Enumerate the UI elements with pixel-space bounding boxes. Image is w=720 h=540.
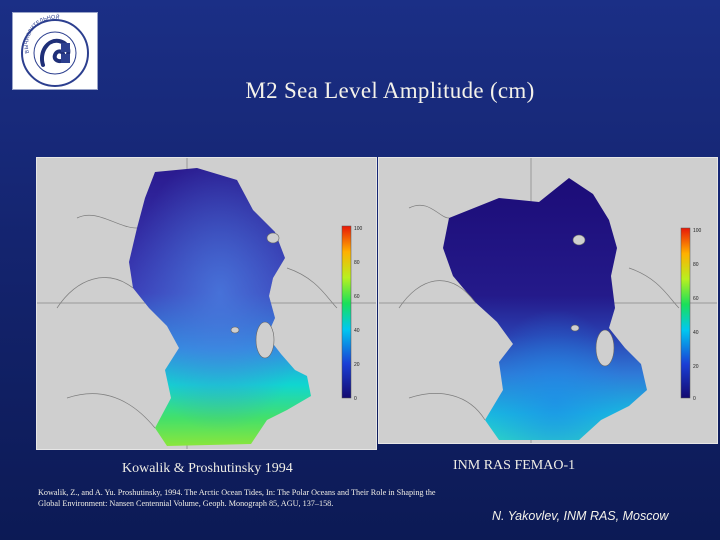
map-panel-left: 100 80 60 40 20 0 — [36, 157, 377, 450]
map-caption-left: Kowalik & Proshutinsky 1994 — [122, 461, 293, 476]
colorbar-tick: 100 — [693, 228, 702, 234]
colorbar-tick: 80 — [354, 260, 360, 266]
reference-citation: Kowalik, Z., and A. Yu. Proshutinsky, 19… — [38, 488, 436, 508]
amplitude-map-left: 100 80 60 40 20 0 — [37, 158, 376, 449]
colorbar-tick: 0 — [354, 396, 357, 402]
colorbar-tick: 40 — [693, 330, 699, 336]
colorbar-tick: 100 — [354, 226, 363, 232]
colorbar-tick: 20 — [693, 364, 699, 370]
map-panel-right: 100 80 60 40 20 0 — [378, 157, 718, 444]
colorbar-tick: 80 — [693, 262, 699, 268]
colorbar-tick: 60 — [693, 296, 699, 302]
colorbar — [341, 225, 352, 399]
colorbar-tick: 60 — [354, 294, 360, 300]
colorbar-tick: 0 — [693, 396, 696, 402]
colorbar — [680, 227, 691, 399]
colorbar-tick: 40 — [354, 328, 360, 334]
institute-emblem-icon: ВЫЧИСЛИТЕЛЬНОЙ — [21, 13, 89, 87]
amplitude-map-right: 100 80 60 40 20 0 — [379, 158, 717, 443]
map-caption-right: INM RAS FEMAO-1 — [453, 458, 576, 473]
author-credit: N. Yakovlev, INM RAS, Moscow — [492, 509, 669, 523]
institute-logo: ВЫЧИСЛИТЕЛЬНОЙ — [12, 12, 98, 90]
logo-text: ВЫЧИСЛИТЕЛЬНОЙ — [24, 13, 60, 54]
colorbar-tick: 20 — [354, 362, 360, 368]
svg-text:ВЫЧИСЛИТЕЛЬНОЙ: ВЫЧИСЛИТЕЛЬНОЙ — [24, 13, 60, 54]
slide-title: M2 Sea Level Amplitude (cm) — [245, 78, 535, 103]
